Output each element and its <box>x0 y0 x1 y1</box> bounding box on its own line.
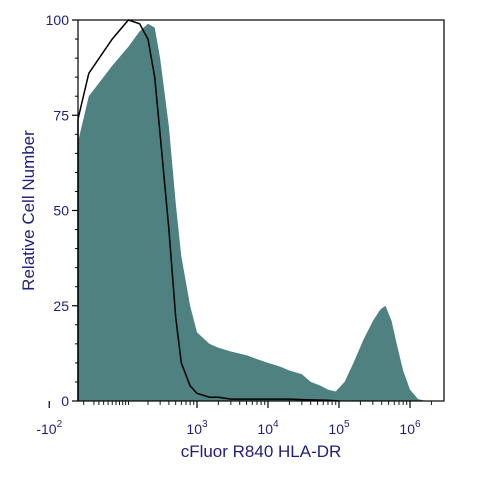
x-tick-label: 103 <box>186 419 208 437</box>
x-tick-label: -102 <box>36 419 62 437</box>
y-axis: 0 25 50 75 100 <box>46 12 78 409</box>
series-filled-area <box>78 23 432 402</box>
y-tick-label: 25 <box>53 298 69 314</box>
y-tick-label: 0 <box>61 393 69 409</box>
y-tick-label: 50 <box>53 203 69 219</box>
plot-series <box>77 19 432 402</box>
x-axis-label: cFluor R840 HLA-DR <box>181 442 342 461</box>
y-tick-label: 75 <box>53 107 69 123</box>
y-axis-label: Relative Cell Number <box>19 130 38 291</box>
x-tick-label: 106 <box>399 419 421 437</box>
y-tick-label: 100 <box>46 12 70 28</box>
x-axis: -102 103 104 105 106 <box>36 401 432 437</box>
x-tick-label: 104 <box>257 419 279 437</box>
x-tick-label: 105 <box>328 419 350 437</box>
